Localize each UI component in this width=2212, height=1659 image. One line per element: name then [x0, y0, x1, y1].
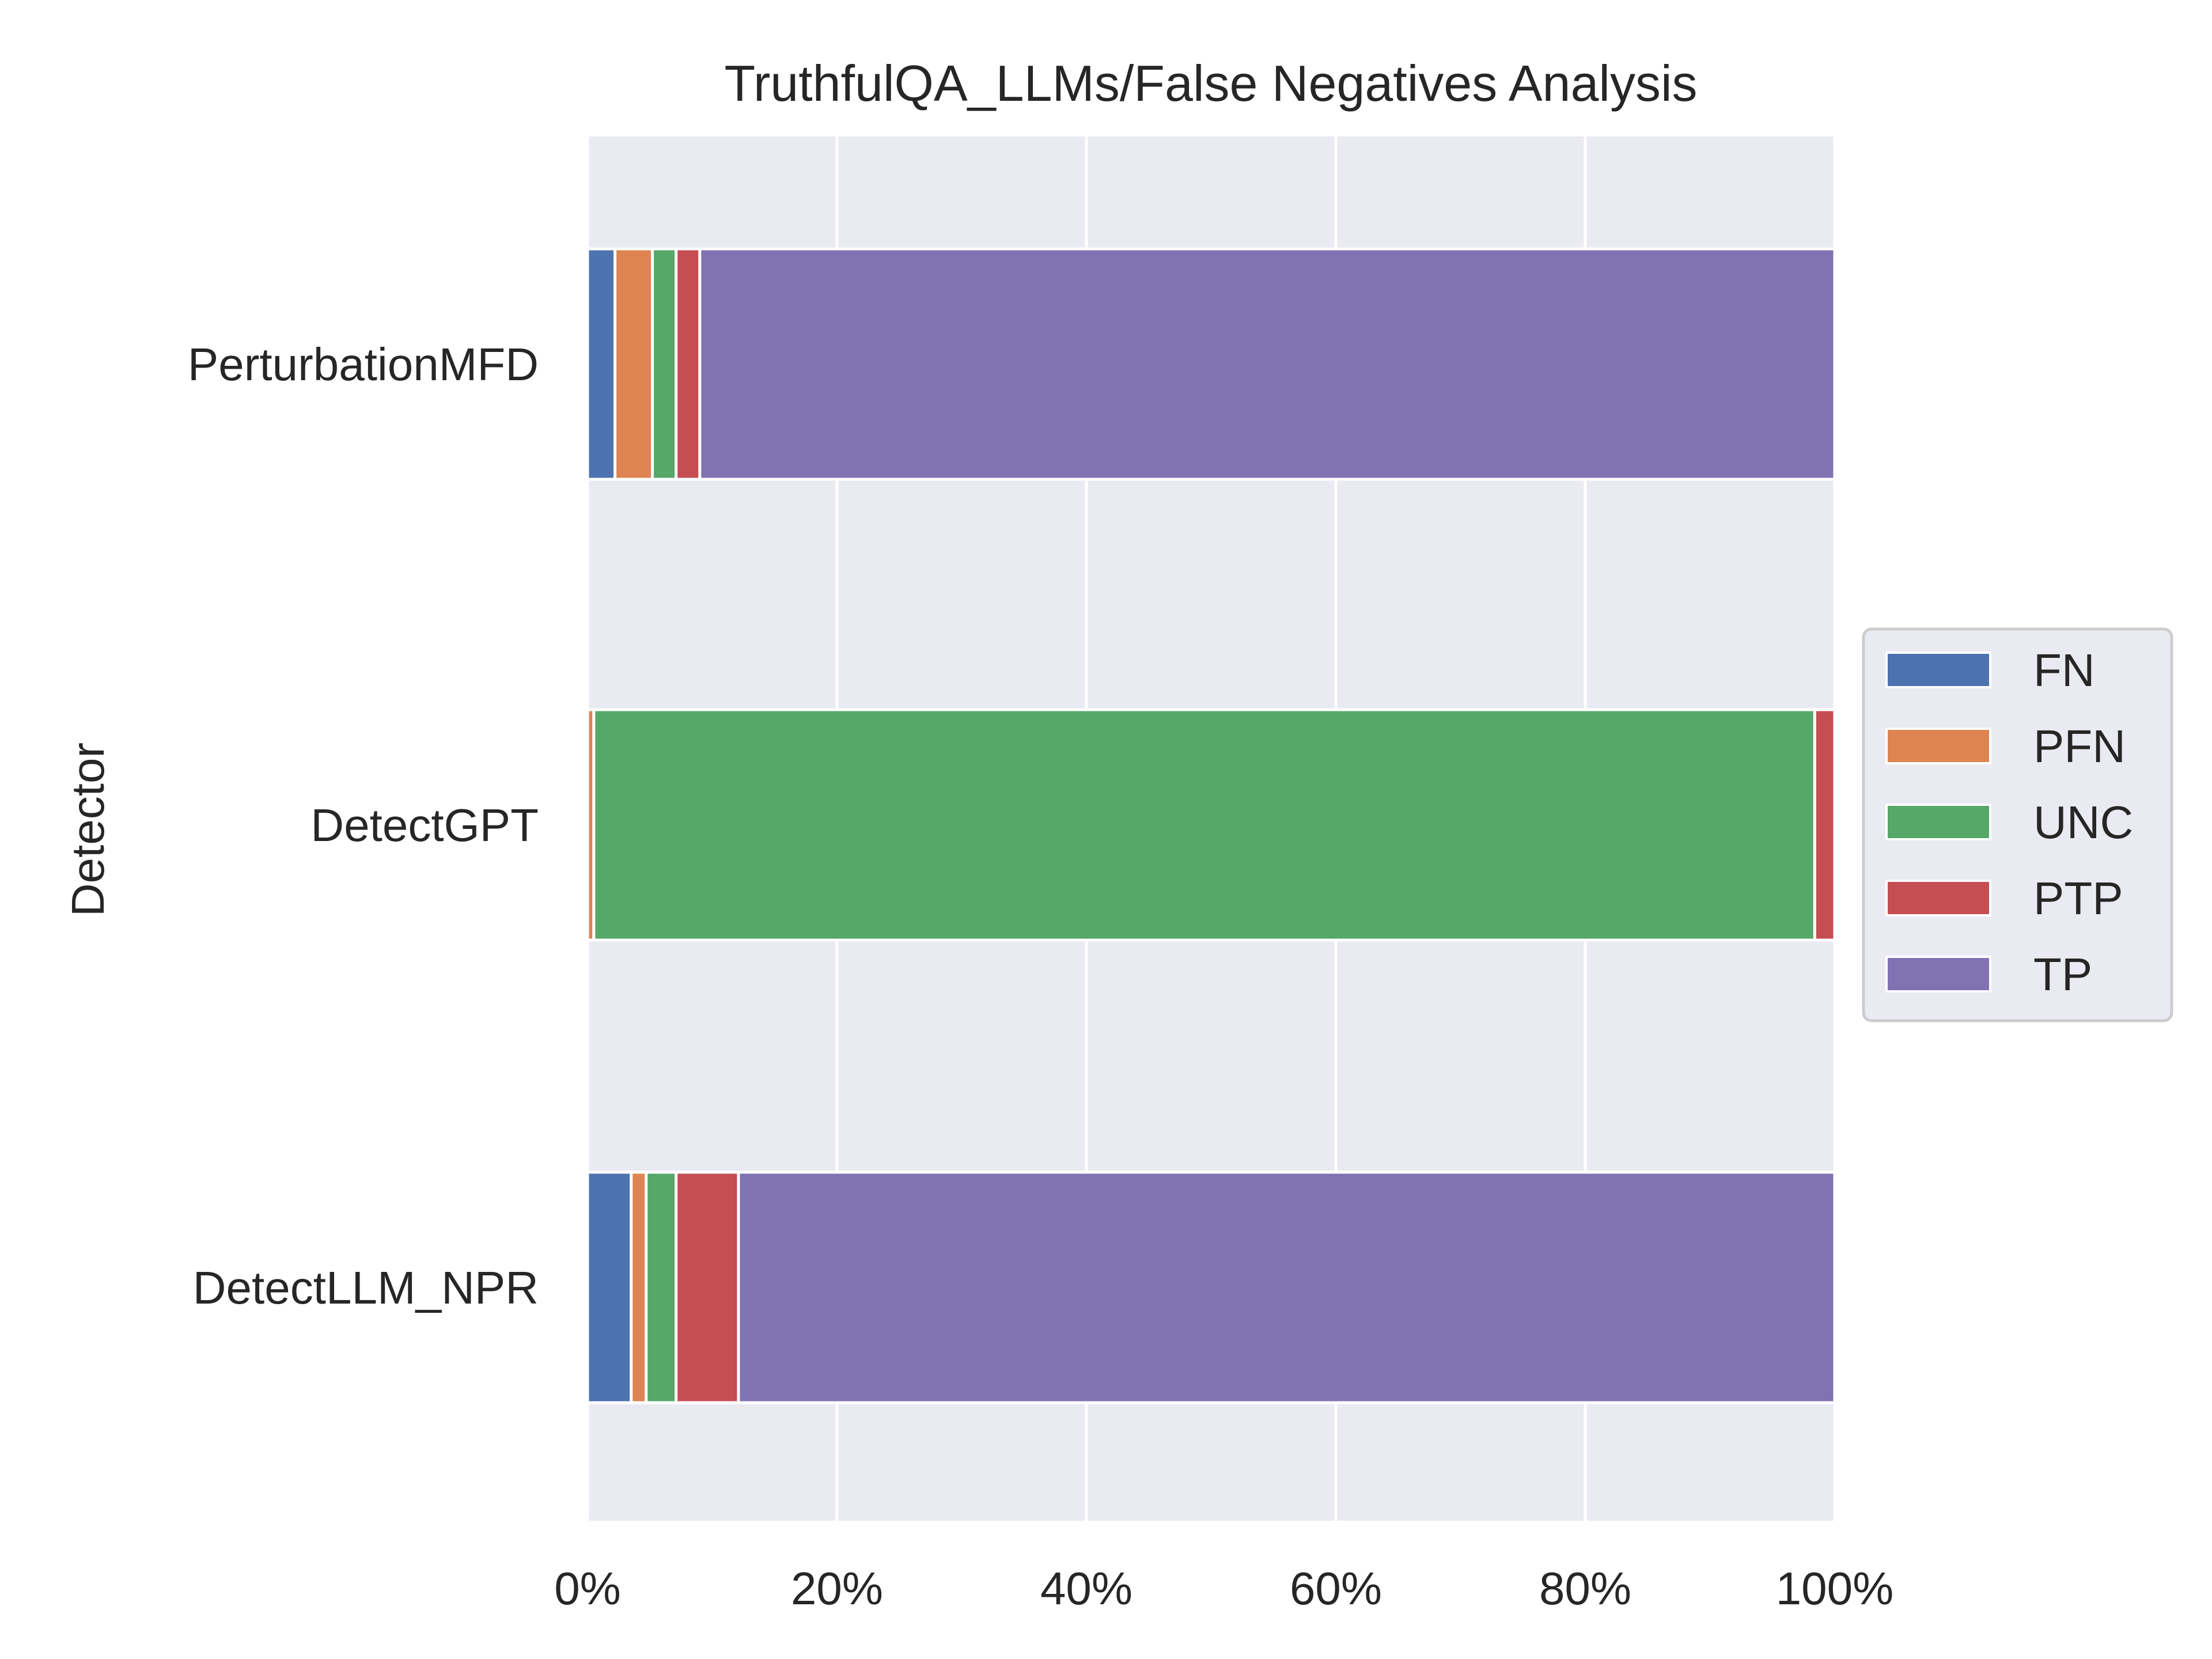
legend-label-tp: TP: [2033, 949, 2092, 1000]
bar-segment-tp: [698, 247, 1836, 481]
legend: FN PFN UNC PTP TP: [1862, 627, 2173, 1022]
bar-segment-ptp: [675, 1171, 740, 1404]
legend-label-ptp: PTP: [2033, 873, 2123, 924]
legend-label-fn: FN: [2033, 645, 2095, 696]
bar-segment-ptp: [675, 247, 702, 481]
bar-segment-tp: [737, 1171, 1836, 1404]
x-tick-label: 60%: [1290, 1563, 1382, 1614]
y-tick-label: DetectLLM_NPR: [193, 1262, 539, 1313]
legend-label-unc: UNC: [2033, 797, 2133, 848]
bar-segment-unc: [651, 247, 678, 481]
bar-segment-fn: [586, 1171, 633, 1404]
legend-label-pfn: PFN: [2033, 721, 2126, 772]
bar-segment-ptp: [1813, 708, 1836, 942]
bar-segment-pfn: [613, 247, 654, 481]
bar-segment-fn: [586, 247, 617, 481]
legend-box: [1862, 627, 2173, 1022]
x-axis-ticks: 0% 20% 40% 60% 80% 100%: [554, 1563, 1893, 1614]
legend-swatch-fn: [1885, 652, 1991, 688]
x-tick-label: 20%: [791, 1563, 883, 1614]
y-axis-ticks: PerturbationMFD DetectGPT DetectLLM_NPR: [188, 339, 539, 1313]
chart-title: TruthfulQA_LLMs/False Negatives Analysis: [724, 55, 1697, 112]
bar-segment-pfn: [630, 1171, 648, 1404]
legend-swatch-pfn: [1885, 728, 1991, 764]
legend-swatch-unc: [1885, 804, 1991, 840]
y-tick-label: PerturbationMFD: [188, 339, 539, 390]
bars: [586, 247, 1836, 1404]
y-tick-label: DetectGPT: [310, 800, 539, 851]
bar-segment-unc: [645, 1171, 678, 1404]
y-axis-label: Detector: [62, 743, 113, 916]
x-tick-label: 40%: [1040, 1563, 1132, 1614]
x-tick-label: 0%: [554, 1563, 621, 1614]
x-tick-label: 80%: [1539, 1563, 1631, 1614]
bar-segment-unc: [592, 708, 1816, 942]
legend-swatch-ptp: [1885, 880, 1991, 916]
legend-swatch-tp: [1885, 956, 1991, 993]
x-tick-label: 100%: [1776, 1563, 1894, 1614]
